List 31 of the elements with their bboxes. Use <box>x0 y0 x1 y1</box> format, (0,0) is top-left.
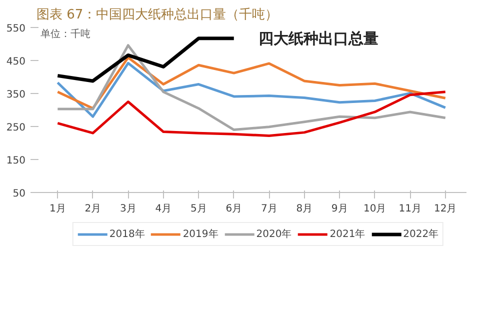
legend-label: 2019年 <box>182 228 218 241</box>
x-tick-label: 5月 <box>190 204 207 214</box>
line-series <box>56 44 447 132</box>
chart-title: 图表 67：中国四大纸种总出口量（千吨） <box>36 8 278 22</box>
line-series <box>56 90 447 137</box>
line-series <box>56 62 447 118</box>
chart-subtitle: 四大纸种出口总量 <box>258 29 379 48</box>
x-tick-label: 7月 <box>260 204 278 214</box>
x-tick-label: 4月 <box>155 204 172 214</box>
legend-label: 2020年 <box>256 228 292 241</box>
x-tick-label: 3月 <box>120 204 136 214</box>
y-tick-label: 350 <box>6 90 26 100</box>
line-series <box>56 36 236 83</box>
x-tick-label: 2月 <box>84 204 102 214</box>
y-tick-label: 50 <box>12 188 26 200</box>
y-tick-label: 550 <box>6 24 26 34</box>
x-tick-label: 8月 <box>296 204 313 214</box>
x-tick-label: 6月 <box>226 204 242 214</box>
x-tick-label: 11月 <box>398 204 422 214</box>
x-tick-label: 10月 <box>364 204 386 214</box>
x-tick-label: 12月 <box>434 204 457 214</box>
legend-label: 2021年 <box>330 228 366 241</box>
y-tick-label: 250 <box>6 122 26 134</box>
legend-label: 2018年 <box>109 228 145 241</box>
legend-label: 2022年 <box>403 228 439 241</box>
annotation: 单位：千吨 <box>40 28 90 40</box>
x-tick-label: 9月 <box>331 204 348 214</box>
y-tick-label: 450 <box>6 56 26 68</box>
x-tick-label: 1月 <box>49 204 66 214</box>
line-series <box>56 56 447 110</box>
y-tick-label: 150 <box>6 156 26 166</box>
